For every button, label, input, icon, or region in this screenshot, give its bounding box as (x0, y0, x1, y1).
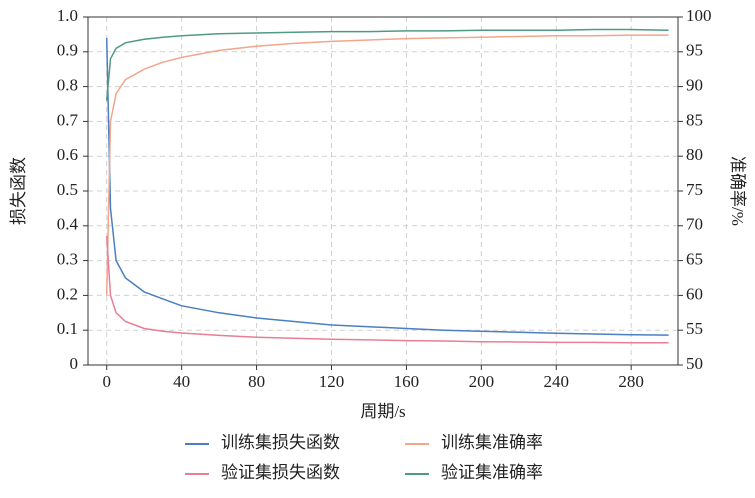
y2-tick-label: 60 (686, 284, 703, 303)
series-line (105, 28, 669, 101)
x-tick-label: 160 (394, 372, 420, 391)
y-tick-label: 0.5 (57, 180, 78, 199)
series-line (105, 236, 669, 344)
y2-tick-label: 70 (686, 215, 703, 234)
x-axis-label: 周期/s (360, 402, 405, 421)
series-line (105, 37, 669, 336)
x-tick-label: 240 (544, 372, 570, 391)
y-tick-label: 0.9 (57, 41, 78, 60)
x-tick-label: 120 (319, 372, 345, 391)
y-tick-label: 0.2 (57, 284, 78, 303)
series-line (105, 34, 669, 296)
y2-tick-label: 95 (686, 41, 703, 60)
legend-label: 验证集损失函数 (221, 463, 340, 482)
y-tick-label: 0.1 (57, 319, 78, 338)
y2-tick-label: 50 (686, 354, 703, 373)
y-axis-label: 损失函数 (9, 157, 28, 225)
x-tick-label: 0 (102, 372, 111, 391)
y-tick-label: 0.7 (57, 110, 79, 129)
y2-tick-label: 100 (686, 6, 712, 25)
y2-tick-label: 55 (686, 319, 703, 338)
legend-label: 训练集准确率 (441, 433, 543, 452)
y2-tick-label: 65 (686, 250, 703, 269)
x-tick-label: 80 (248, 372, 265, 391)
y2-tick-label: 75 (686, 180, 703, 199)
y-tick-label: 1.0 (57, 6, 78, 25)
legend-label: 训练集损失函数 (221, 433, 340, 452)
y-tick-label: 0.4 (57, 215, 79, 234)
y-tick-label: 0.8 (57, 76, 78, 95)
plot-frame (87, 16, 679, 366)
x-tick-label: 280 (618, 372, 644, 391)
x-tick-label: 40 (173, 372, 190, 391)
legend-label: 验证集准确率 (441, 463, 543, 482)
y-tick-label: 0.3 (57, 250, 78, 269)
y2-tick-label: 80 (686, 145, 703, 164)
y-tick-label: 0 (70, 354, 79, 373)
x-tick-label: 200 (469, 372, 495, 391)
y2-axis-label: 准确率/% (728, 156, 747, 226)
y-tick-label: 0.6 (57, 145, 78, 164)
y2-tick-label: 85 (686, 110, 703, 129)
y2-tick-label: 90 (686, 76, 703, 95)
